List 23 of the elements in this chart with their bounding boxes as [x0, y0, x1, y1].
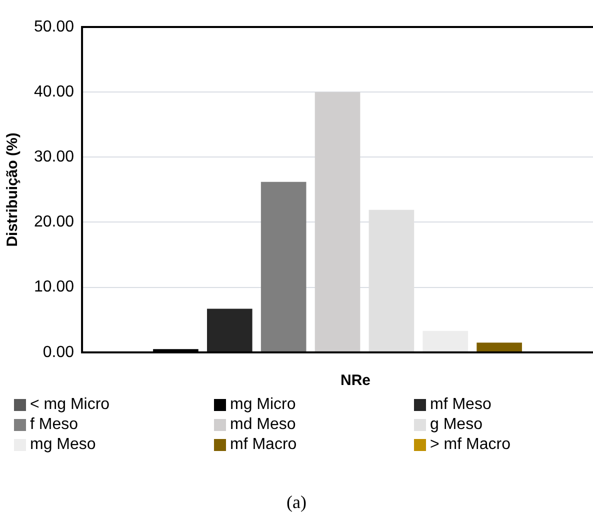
- y-tick-label: 30.00: [34, 148, 74, 166]
- legend-label: < mg Micro: [30, 396, 110, 414]
- legend-label: f Meso: [30, 416, 78, 434]
- bar: [260, 182, 306, 352]
- y-tick-label: 40.00: [34, 83, 74, 100]
- legend-label: mf Meso: [430, 396, 492, 414]
- bar: [422, 330, 468, 352]
- y-tick-label: 20.00: [34, 214, 74, 231]
- y-axis-title: Distribuição (%): [4, 132, 22, 247]
- bar: [207, 308, 252, 352]
- x-axis-title: NRe: [339, 372, 372, 389]
- legend-label: md Meso: [230, 416, 296, 434]
- y-tick-label: 50.00: [34, 18, 74, 36]
- bar: [476, 342, 522, 352]
- legend-label: mg Micro: [230, 396, 296, 414]
- y-tick-label: 10.00: [34, 278, 74, 296]
- legend-label: g Meso: [430, 416, 482, 434]
- legend-label: mg Meso: [30, 436, 96, 454]
- bar: [314, 92, 360, 352]
- legend-label: > mf Macro: [430, 436, 510, 454]
- text: (a): [286, 492, 308, 513]
- y-tick-label: 0.00: [42, 344, 74, 361]
- legend-label: mf Macro: [230, 436, 297, 454]
